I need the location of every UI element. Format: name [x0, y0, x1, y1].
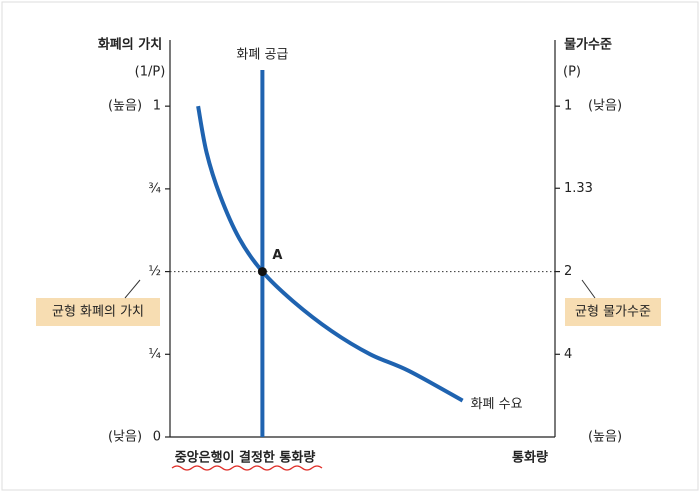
y-label-unit: (1/P): [135, 65, 166, 80]
y2-tick-label: 1: [564, 99, 572, 114]
y-tick-label: 1: [153, 99, 161, 114]
y-tick-label: 0: [153, 430, 161, 445]
demand-curve: [196, 105, 464, 403]
y2-bottom-note: (높음): [588, 430, 622, 445]
y-label: 화폐의 가치: [98, 37, 162, 53]
value-label-box: [36, 298, 160, 326]
price-label: 균형 물가수준: [575, 305, 651, 320]
price-connector: [581, 279, 596, 299]
value-connector: [124, 279, 141, 299]
y2-label-unit: (P): [563, 65, 581, 80]
y2-tick-label: 4: [564, 347, 572, 362]
underline: [171, 465, 323, 471]
x-note: 중앙은행이 결정한 통화량: [175, 450, 316, 466]
equilibrium-point: [257, 267, 267, 277]
y2-tick-label: 1.33: [564, 181, 593, 196]
y-top-note: (높음): [108, 99, 142, 114]
supply-label: 화폐 공급: [236, 48, 288, 63]
y2-label: 물가수준: [564, 38, 612, 53]
value-label: 균형 화폐의 가치: [52, 305, 144, 320]
y-tick-label: ¼: [148, 347, 161, 362]
x-label: 통화량: [512, 450, 548, 466]
y2-tick-label: 2: [564, 264, 572, 279]
demand-label: 화폐 수요: [471, 397, 523, 412]
y2-top-note: (낮음): [588, 99, 622, 114]
y-bottom-note: (낮음): [108, 430, 142, 445]
price-label-box: [565, 298, 661, 326]
y-tick-label: ¾: [148, 181, 161, 196]
equilibrium-label: A: [272, 248, 282, 263]
y-tick-label: ½: [148, 264, 161, 279]
